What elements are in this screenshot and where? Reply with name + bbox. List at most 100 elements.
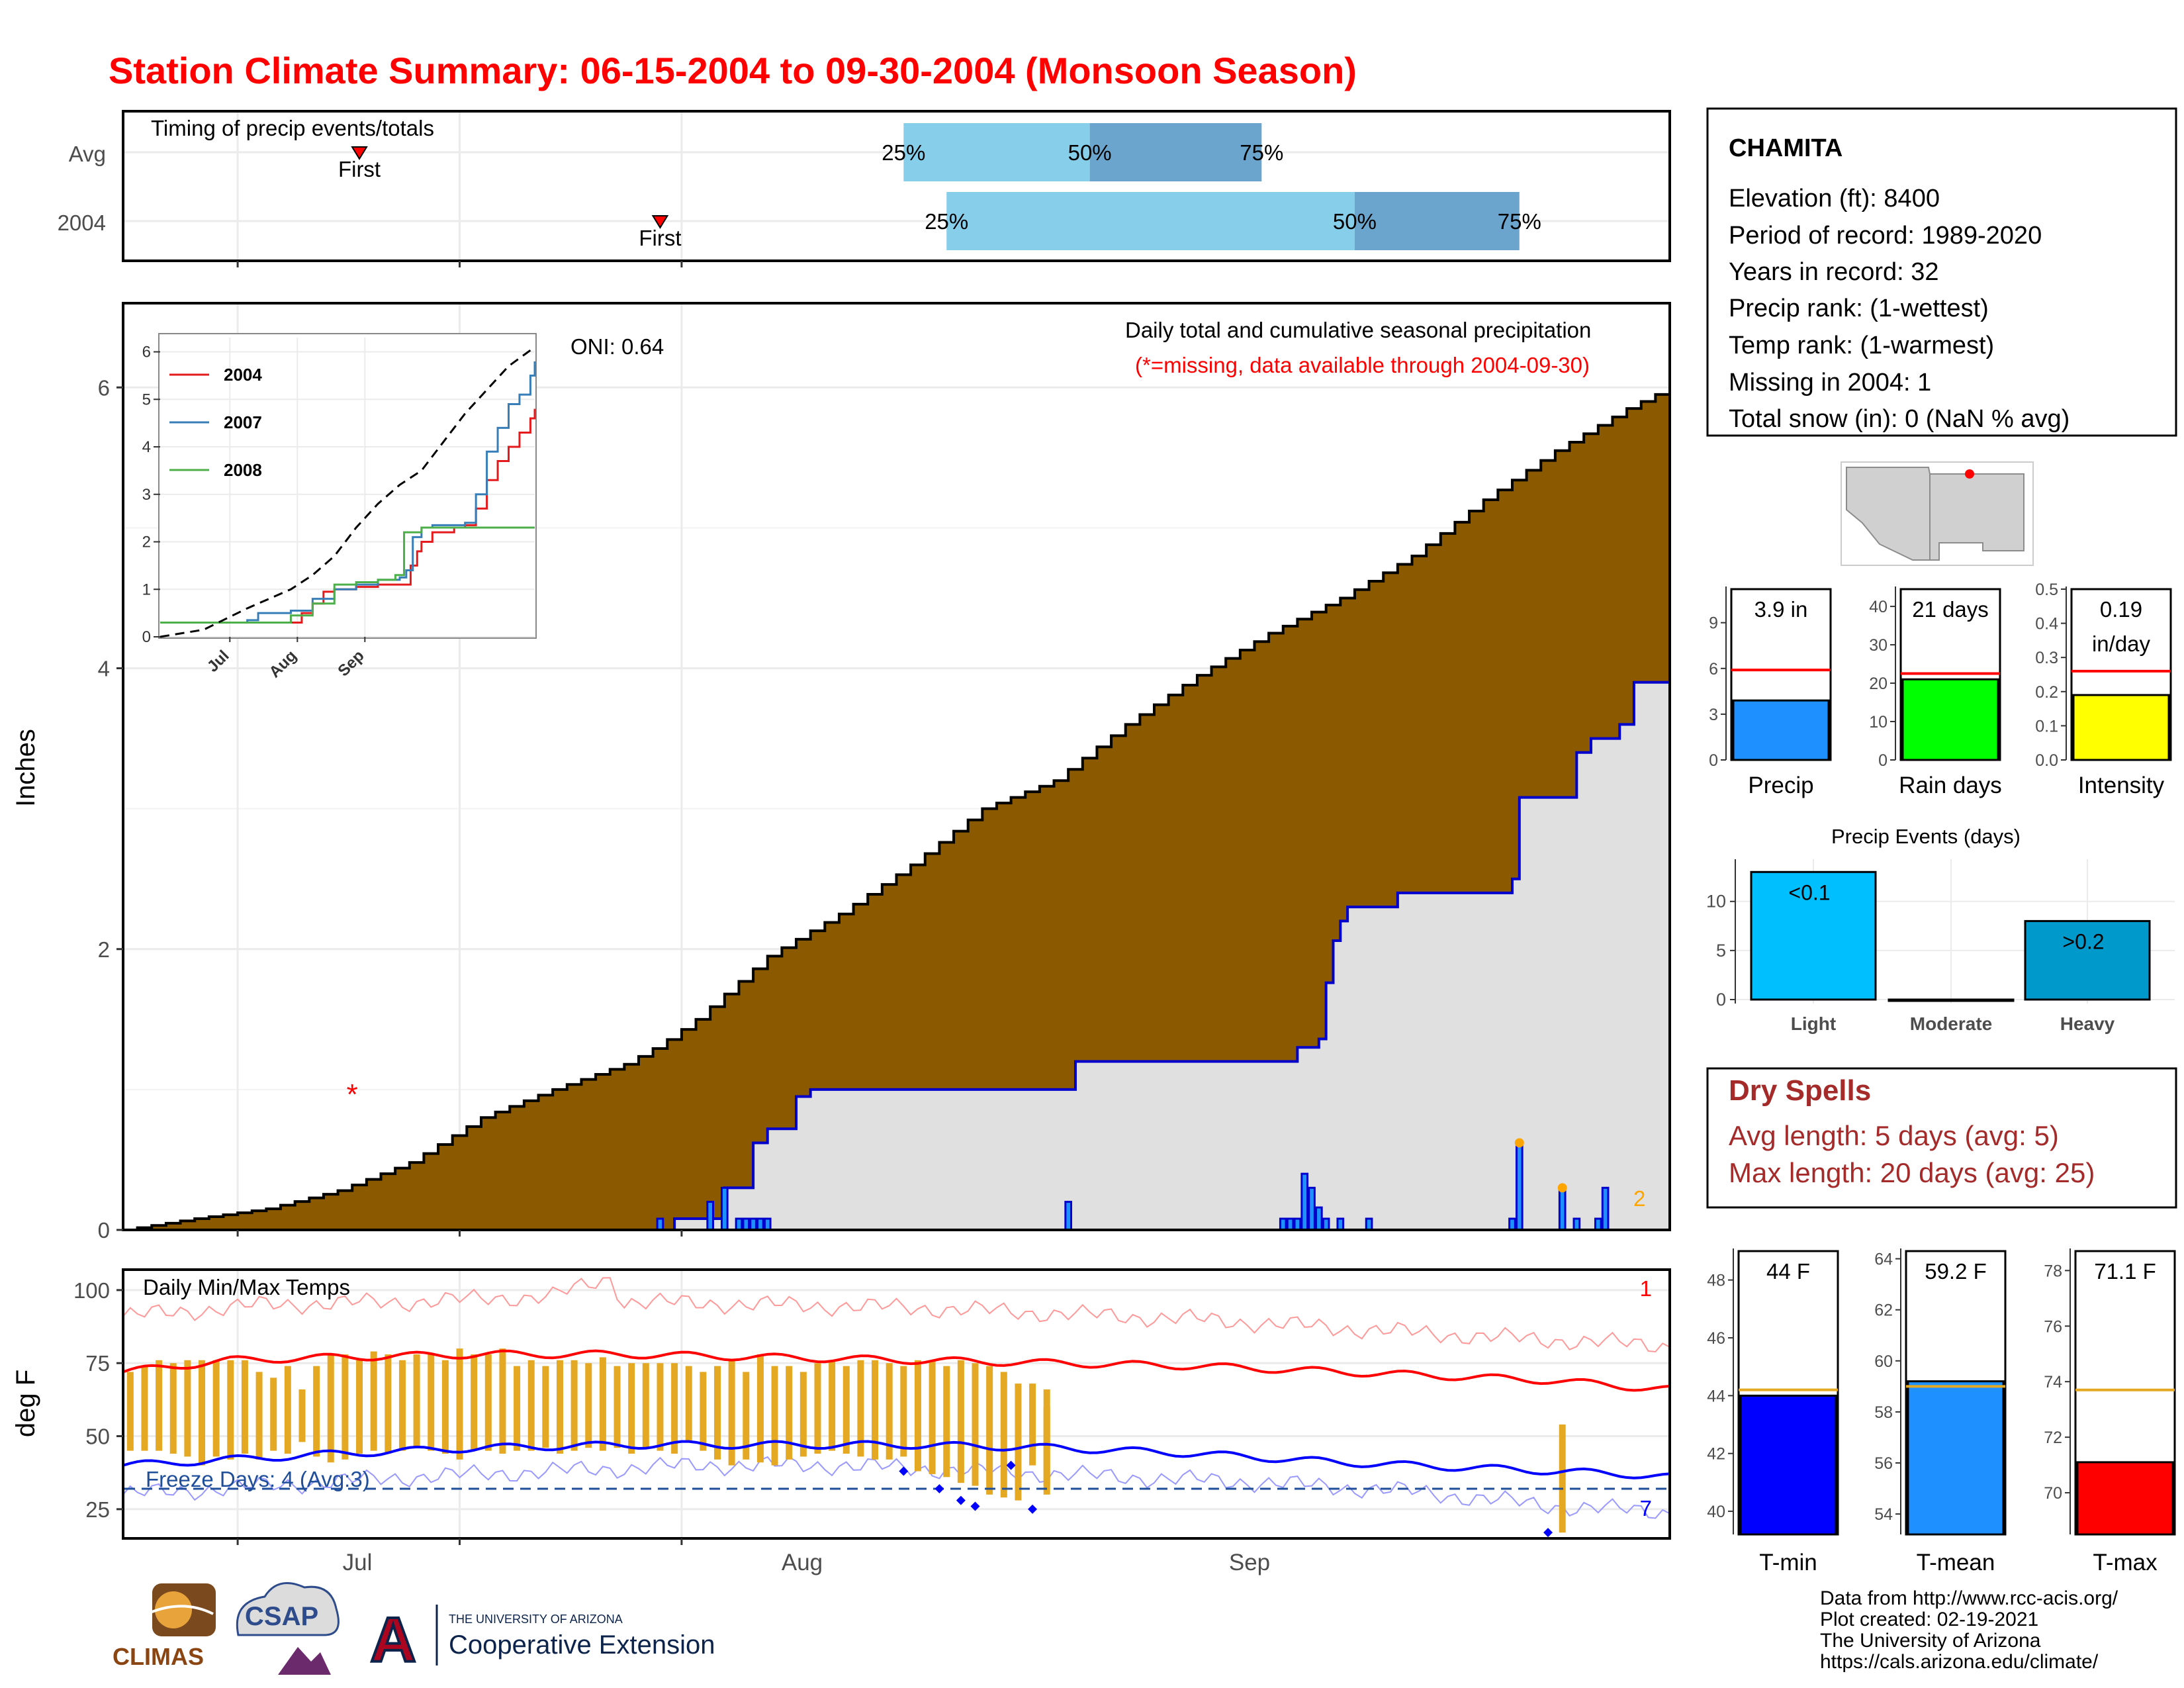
daily-temp-range-bar: [628, 1363, 635, 1454]
daily-temp-range-bar: [714, 1366, 721, 1460]
daily-precip-bar: [1064, 1201, 1072, 1231]
daily-temp-range-bar: [499, 1348, 506, 1454]
timing-row-label-2004: 2004: [58, 211, 106, 235]
credit-line-4: https://cals.arizona.edu/climate/: [1820, 1651, 2099, 1673]
summary-bar-y-tick-label: 9: [1709, 614, 1718, 633]
daily-temp-range-bar: [184, 1360, 191, 1457]
inset-y-tick-label: 6: [142, 344, 151, 361]
daily-temp-range-bar: [671, 1363, 678, 1454]
temp-summary-y-tick-label: 64: [1874, 1250, 1893, 1269]
temp-summary-value-label: 71.1 F: [2094, 1259, 2156, 1284]
summary-bar-label: Rain days: [1899, 773, 2002, 798]
daily-precip-bar: [742, 1217, 751, 1231]
inset-y-tick-label: 3: [142, 486, 151, 504]
daily-temp-range-bar: [657, 1363, 664, 1451]
temp-summary-label: T-max: [2093, 1550, 2158, 1575]
avg-cumulative-line: [123, 387, 1671, 1231]
daily-temp-range-bar: [957, 1360, 964, 1483]
month-label-aug: Aug: [782, 1550, 823, 1575]
temp-summary-y-tick-label: 76: [2044, 1317, 2062, 1336]
freeze-day-marker-icon: [934, 1483, 944, 1493]
ua-big-text: Cooperative Extension: [449, 1630, 715, 1660]
summary-bars: 3.9 in 0 3 6 9 Precip 21 days 0 10 20 30 40 Rain day…: [1709, 581, 2172, 798]
climas-logo: CLIMAS: [113, 1583, 216, 1670]
station-line-4: Precip rank: (1-wettest): [1729, 295, 1989, 322]
daily-precip-bar: [1515, 1141, 1524, 1231]
daily-temp-range-bar: [126, 1372, 134, 1451]
timing-label-50: 50%: [1333, 209, 1377, 234]
daily-temp-range-bar: [327, 1354, 334, 1463]
event-bar-label: <0.1: [1788, 880, 1830, 904]
event-category-label: Heavy: [2060, 1013, 2115, 1034]
daily-temp-range-bar: [756, 1354, 764, 1463]
temp-summary-y-tick-label: 60: [1874, 1352, 1893, 1371]
daily-temp-range-bar: [614, 1366, 621, 1448]
precip-panel-title: Daily total and cumulative seasonal prec…: [1125, 318, 1591, 342]
csap-cloud-icon: [236, 1582, 340, 1636]
station-line-1: Elevation (ft): 8400: [1729, 185, 1940, 212]
precip-y-tick-label: 6: [98, 375, 110, 400]
timing-bar-q25-q50: [946, 192, 1355, 250]
temp-summary-y-tick-label: 78: [2044, 1262, 2062, 1280]
inset-background: [158, 333, 537, 639]
timing-bar-q50-q75: [1354, 192, 1520, 250]
temp-summary-y-tick-label: 56: [1874, 1454, 1893, 1473]
cumulative-2004-line: [123, 680, 1670, 1231]
daily-precip-bar: [1508, 1217, 1516, 1231]
events-y-tick-label: 0: [1716, 990, 1726, 1009]
daily-temp-range-bar: [441, 1360, 449, 1454]
timing-label-50: 50%: [1068, 140, 1112, 165]
temp-summary-y-tick-label: 40: [1707, 1503, 1725, 1521]
csap-logo-text: CSAP: [245, 1602, 318, 1631]
temp-summary-value-bar: [1907, 1380, 2005, 1536]
daily-temp-range-bar: [857, 1360, 864, 1457]
figure-title: Station Climate Summary: 06-15-2004 to 0…: [109, 50, 1357, 91]
ua-logo: A THE UNIVERSITY OF ARIZONA Cooperative …: [363, 1603, 715, 1677]
timing-bars: 25%50%75%FirstLast25%50%75%FirstLast: [338, 123, 1948, 250]
inset-legend: 2004 2007 2008: [169, 365, 262, 480]
credit-line-1: Data from http://www.rcc-acis.org/: [1820, 1587, 2118, 1609]
station-line-6: Missing in 2004: 1: [1729, 369, 1931, 397]
daily-precip-bar: [1572, 1217, 1581, 1231]
event-bar: [2024, 919, 2151, 1001]
daily-precip-bar: [763, 1217, 772, 1231]
daily-temp-range-bar: [814, 1363, 821, 1454]
temp-summary-y-tick-label: 62: [1874, 1301, 1893, 1320]
precip-y-tick-label: 2: [98, 937, 110, 962]
daily-precip-bar: [749, 1217, 757, 1231]
ua-small-text: THE UNIVERSITY OF ARIZONA: [449, 1613, 623, 1626]
summary-bar-value-label: 21 days: [1912, 597, 1989, 622]
temp-summary-y-tick-label: 74: [2044, 1373, 2062, 1391]
credits: Data from http://www.rcc-acis.org/ Plot …: [1820, 1587, 2118, 1673]
daily-temp-range-bar: [141, 1366, 148, 1451]
timing-label-75: 75%: [1240, 140, 1283, 165]
summary-bar-label: Precip: [1748, 773, 1813, 798]
daily-temp-range-bar: [227, 1360, 234, 1460]
dry-spells-frame: [1706, 1067, 2177, 1209]
timing-bar-q50-q75: [1089, 123, 1262, 181]
temp-y-tick-label: 50: [85, 1425, 110, 1449]
credit-line-3: The University of Arizona: [1820, 1630, 2041, 1652]
summary-bar-y-tick-label: 0.1: [2035, 717, 2058, 735]
station-line-7: Total snow (in): 0 (NaN % avg): [1729, 405, 2070, 433]
events-y-tick-label: 5: [1716, 941, 1726, 961]
temp-summary-label: T-min: [1759, 1550, 1817, 1575]
first-event-label: First: [338, 157, 381, 181]
daily-temp-range-bar: [972, 1363, 979, 1486]
station-line-3: Years in record: 32: [1729, 258, 1939, 286]
month-label-sep: Sep: [1229, 1550, 1270, 1575]
temp-summary-value-bar: [1739, 1394, 1837, 1536]
event-category-label: Light: [1791, 1013, 1836, 1034]
record-min-line: [122, 1456, 1670, 1519]
daily-temp-range-bar: [986, 1366, 993, 1495]
oni-label: ONI: 0.64: [570, 334, 664, 359]
daily-temp-range-bar: [728, 1360, 735, 1466]
inset-y-tick-label: 4: [142, 438, 151, 456]
daily-temp-range-bar: [1015, 1383, 1022, 1501]
events-y-tick-label: 10: [1706, 892, 1726, 912]
temp-y-tick-label: 100: [73, 1278, 110, 1303]
daily-temp-range-bar: [943, 1366, 950, 1477]
dry-spells-avg: Avg length: 5 days (avg: 5): [1729, 1120, 2059, 1151]
events-plot: <0.1 Light Moderate >0.2 Heavy 0 5 10: [1706, 859, 2175, 1034]
summary-bar-y-tick-label: 0.2: [2035, 683, 2058, 702]
